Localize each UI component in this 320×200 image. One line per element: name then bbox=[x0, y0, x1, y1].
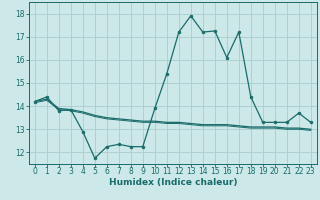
X-axis label: Humidex (Indice chaleur): Humidex (Indice chaleur) bbox=[108, 178, 237, 187]
